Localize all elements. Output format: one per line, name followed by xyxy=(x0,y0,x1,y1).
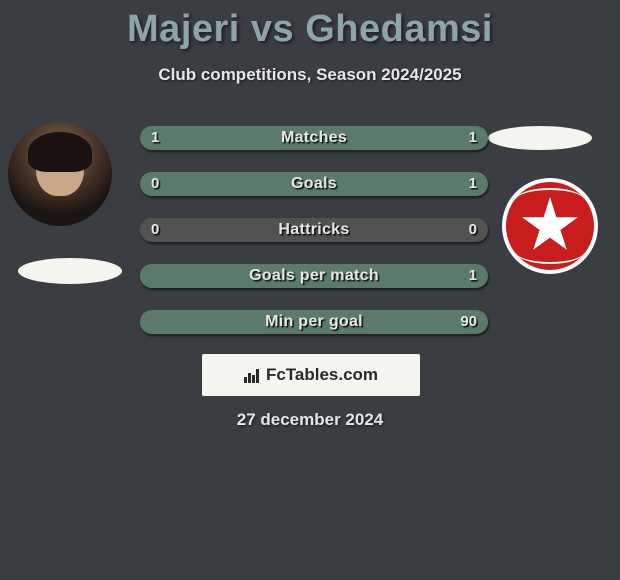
bar-chart-icon xyxy=(244,367,262,383)
page-subtitle: Club competitions, Season 2024/2025 xyxy=(0,65,620,85)
player-left-avatar xyxy=(8,122,112,226)
star-icon xyxy=(521,197,579,255)
stat-row: 1Matches1 xyxy=(140,126,488,150)
page-title: Majeri vs Ghedamsi xyxy=(0,0,620,51)
stats-bars: 1Matches10Goals10Hattricks0Goals per mat… xyxy=(140,126,488,356)
stat-value-right: 1 xyxy=(469,172,477,196)
stat-value-right: 1 xyxy=(469,264,477,288)
stat-label: Goals xyxy=(140,172,488,196)
stat-row: Goals per match1 xyxy=(140,264,488,288)
stat-value-right: 1 xyxy=(469,126,477,150)
team-right-badge xyxy=(502,178,598,274)
logo-text: FcTables.com xyxy=(266,365,378,385)
stat-value-right: 90 xyxy=(460,310,477,334)
stat-value-right: 0 xyxy=(469,218,477,242)
fctables-logo: FcTables.com xyxy=(202,354,420,396)
stat-row: 0Goals1 xyxy=(140,172,488,196)
team-right-badge-top xyxy=(488,126,592,150)
stat-label: Goals per match xyxy=(140,264,488,288)
stat-row: Min per goal90 xyxy=(140,310,488,334)
stat-label: Min per goal xyxy=(140,310,488,334)
team-left-badge xyxy=(18,258,122,284)
stat-label: Matches xyxy=(140,126,488,150)
stat-row: 0Hattricks0 xyxy=(140,218,488,242)
date-label: 27 december 2024 xyxy=(0,410,620,430)
stat-label: Hattricks xyxy=(140,218,488,242)
badge-ribbon-bottom xyxy=(516,252,584,264)
